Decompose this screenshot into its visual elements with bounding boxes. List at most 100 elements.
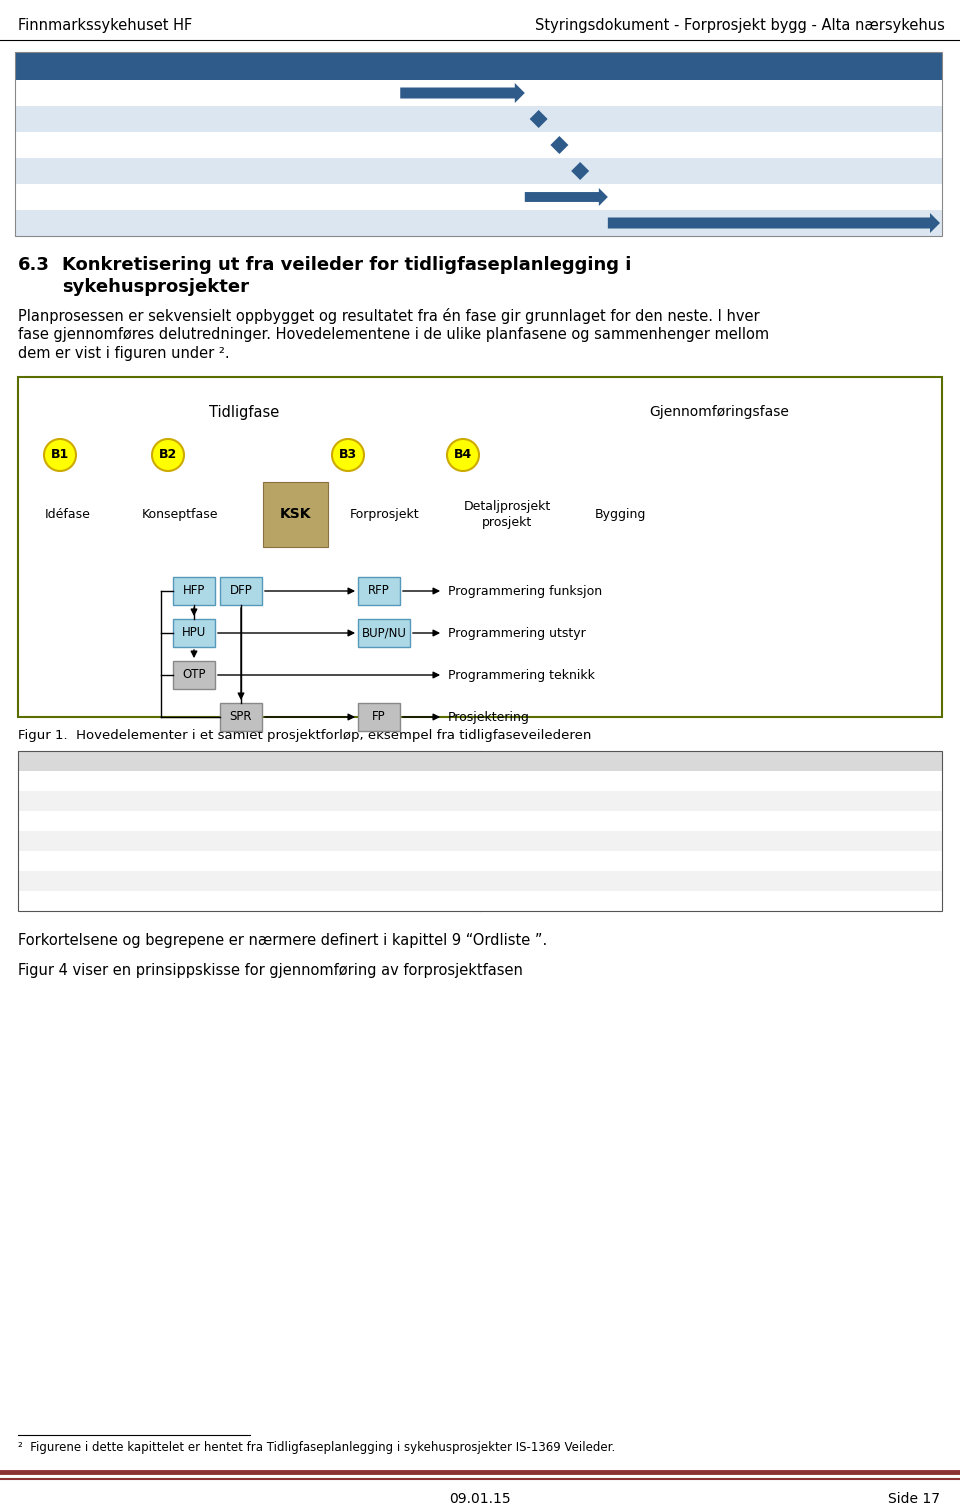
FancyBboxPatch shape xyxy=(220,578,262,605)
FancyBboxPatch shape xyxy=(358,578,400,605)
Text: SPR: SPR xyxy=(483,775,513,787)
Text: Tidligfase: Tidligfase xyxy=(209,404,279,419)
Text: FP: FP xyxy=(483,795,502,807)
Text: Teknisk program: Teknisk program xyxy=(560,855,670,867)
Text: Styringsdokument - Forprosjekt bygg - Alta nærsykehus: Styringsdokument - Forprosjekt bygg - Al… xyxy=(535,18,945,33)
FancyBboxPatch shape xyxy=(173,618,215,647)
Polygon shape xyxy=(400,83,525,103)
Polygon shape xyxy=(530,110,547,128)
Text: KSK: KSK xyxy=(279,508,311,522)
Text: 09.01.15: 09.01.15 xyxy=(449,1491,511,1506)
Text: Beslutningspunkt 1-4: Beslutningspunkt 1-4 xyxy=(98,894,240,908)
Text: Betydning: Betydning xyxy=(560,754,636,768)
Text: Betydning: Betydning xyxy=(98,754,175,768)
Text: 2016: 2016 xyxy=(582,59,620,72)
Text: OTP: OTP xyxy=(182,668,205,682)
FancyBboxPatch shape xyxy=(220,703,262,731)
Circle shape xyxy=(152,439,184,470)
Text: Finnmarkssykehuset HF: Finnmarkssykehuset HF xyxy=(18,18,192,33)
Text: BUP/NU: BUP/NU xyxy=(362,626,406,639)
FancyBboxPatch shape xyxy=(15,80,942,106)
Text: 2014: 2014 xyxy=(304,59,344,72)
Text: FP: FP xyxy=(372,710,386,724)
FancyBboxPatch shape xyxy=(358,618,410,647)
Text: Skisseprosjekt: Skisseprosjekt xyxy=(560,775,656,787)
Circle shape xyxy=(447,439,479,470)
Polygon shape xyxy=(130,483,250,547)
Text: B3: B3 xyxy=(339,448,357,461)
Text: 6.3: 6.3 xyxy=(18,256,50,274)
Text: Utlyse entreprisekonkurranse: Utlyse entreprisekonkurranse xyxy=(21,139,218,151)
FancyBboxPatch shape xyxy=(18,891,942,911)
Polygon shape xyxy=(550,136,568,154)
FancyBboxPatch shape xyxy=(18,792,942,811)
Text: prosjekt: prosjekt xyxy=(482,516,532,529)
FancyBboxPatch shape xyxy=(15,184,942,210)
Circle shape xyxy=(44,439,76,470)
FancyBboxPatch shape xyxy=(173,661,215,689)
Text: Romsfunksjonsprogram: Romsfunksjonsprogram xyxy=(98,814,254,828)
Text: Forprosjekt: Forprosjekt xyxy=(350,508,420,520)
Text: Forkortelse: Forkortelse xyxy=(21,754,107,768)
Text: Detaljprosjekt: Detaljprosjekt xyxy=(560,814,653,828)
Text: B2: B2 xyxy=(158,448,178,461)
Polygon shape xyxy=(33,483,123,547)
FancyBboxPatch shape xyxy=(18,811,942,831)
Text: DFP: DFP xyxy=(21,795,51,807)
Text: TP: TP xyxy=(483,855,502,867)
Polygon shape xyxy=(580,483,680,547)
Text: KSK: KSK xyxy=(483,875,514,888)
Text: HFP: HFP xyxy=(182,585,205,597)
Text: HPU: HPU xyxy=(181,626,206,639)
Text: dem er vist i figuren under ².: dem er vist i figuren under ². xyxy=(18,345,229,360)
FancyBboxPatch shape xyxy=(15,210,942,235)
FancyBboxPatch shape xyxy=(15,51,942,80)
FancyBboxPatch shape xyxy=(18,872,942,891)
Text: Hovedfunksjonsprogram: Hovedfunksjonsprogram xyxy=(98,775,261,787)
Text: SPR: SPR xyxy=(229,710,252,724)
Text: Programmering utstyr: Programmering utstyr xyxy=(448,626,586,639)
Text: 2017: 2017 xyxy=(713,59,752,72)
Text: Planprosessen er sekvensielt oppbygget og resultatet fra én fase gir grunnlaget : Planprosessen er sekvensielt oppbygget o… xyxy=(18,308,759,324)
FancyBboxPatch shape xyxy=(18,377,942,716)
FancyBboxPatch shape xyxy=(173,578,215,605)
Circle shape xyxy=(332,439,364,470)
Text: B1: B1 xyxy=(51,448,69,461)
Text: Netto utstyrsprogram: Netto utstyrsprogram xyxy=(98,875,242,888)
Polygon shape xyxy=(608,213,940,234)
Polygon shape xyxy=(26,388,498,437)
Polygon shape xyxy=(462,483,572,547)
Text: sykehusprosjekter: sykehusprosjekter xyxy=(62,277,249,296)
Text: Forkortelsene og begrepene er nærmere definert i kapittel 9 “Ordliste ”.: Forkortelsene og begrepene er nærmere de… xyxy=(18,933,547,949)
Text: Prosjektering: Prosjektering xyxy=(448,710,530,724)
Text: DPR: DPR xyxy=(483,814,515,828)
Text: Prosjektoptimalisering: Prosjektoptimalisering xyxy=(21,190,170,204)
Polygon shape xyxy=(533,388,934,437)
Text: Overordnet teknisk program: Overordnet teknisk program xyxy=(560,834,749,847)
FancyBboxPatch shape xyxy=(358,703,400,731)
FancyBboxPatch shape xyxy=(15,158,942,184)
FancyBboxPatch shape xyxy=(15,133,942,158)
Text: 2015: 2015 xyxy=(444,59,482,72)
Text: Kvalitetssikring konseptvalg: Kvalitetssikring konseptvalg xyxy=(560,875,748,888)
Text: Programmering teknikk: Programmering teknikk xyxy=(448,668,595,682)
Text: BUP: BUP xyxy=(21,855,52,867)
Text: DFP: DFP xyxy=(229,585,252,597)
Text: RFP: RFP xyxy=(21,814,50,828)
FancyBboxPatch shape xyxy=(263,483,328,547)
Text: Hovedprogram utstyr: Hovedprogram utstyr xyxy=(98,834,241,847)
FancyBboxPatch shape xyxy=(18,751,942,771)
Text: Brutto utstyrsprogram: Brutto utstyrsprogram xyxy=(98,855,247,867)
Text: Bygging: Bygging xyxy=(594,508,646,520)
Text: fase gjennomføres delutredninger. Hovedelementene i de ulike planfasene og samme: fase gjennomføres delutredninger. Hovede… xyxy=(18,327,769,342)
Text: Figur 4 viser en prinsippskisse for gjennomføring av forprosjektfasen: Figur 4 viser en prinsippskisse for gjen… xyxy=(18,964,523,979)
Text: Gjennomføringsfase: Gjennomføringsfase xyxy=(650,406,789,419)
Polygon shape xyxy=(336,483,454,547)
Text: Valg av leverandør: Valg av leverandør xyxy=(21,164,146,178)
Text: HFP: HFP xyxy=(21,775,51,787)
Polygon shape xyxy=(571,161,589,179)
Text: HPU: HPU xyxy=(21,834,53,847)
Text: NUP: NUP xyxy=(21,875,53,888)
Text: B4: B4 xyxy=(454,448,472,461)
Text: Side 17: Side 17 xyxy=(888,1491,940,1506)
